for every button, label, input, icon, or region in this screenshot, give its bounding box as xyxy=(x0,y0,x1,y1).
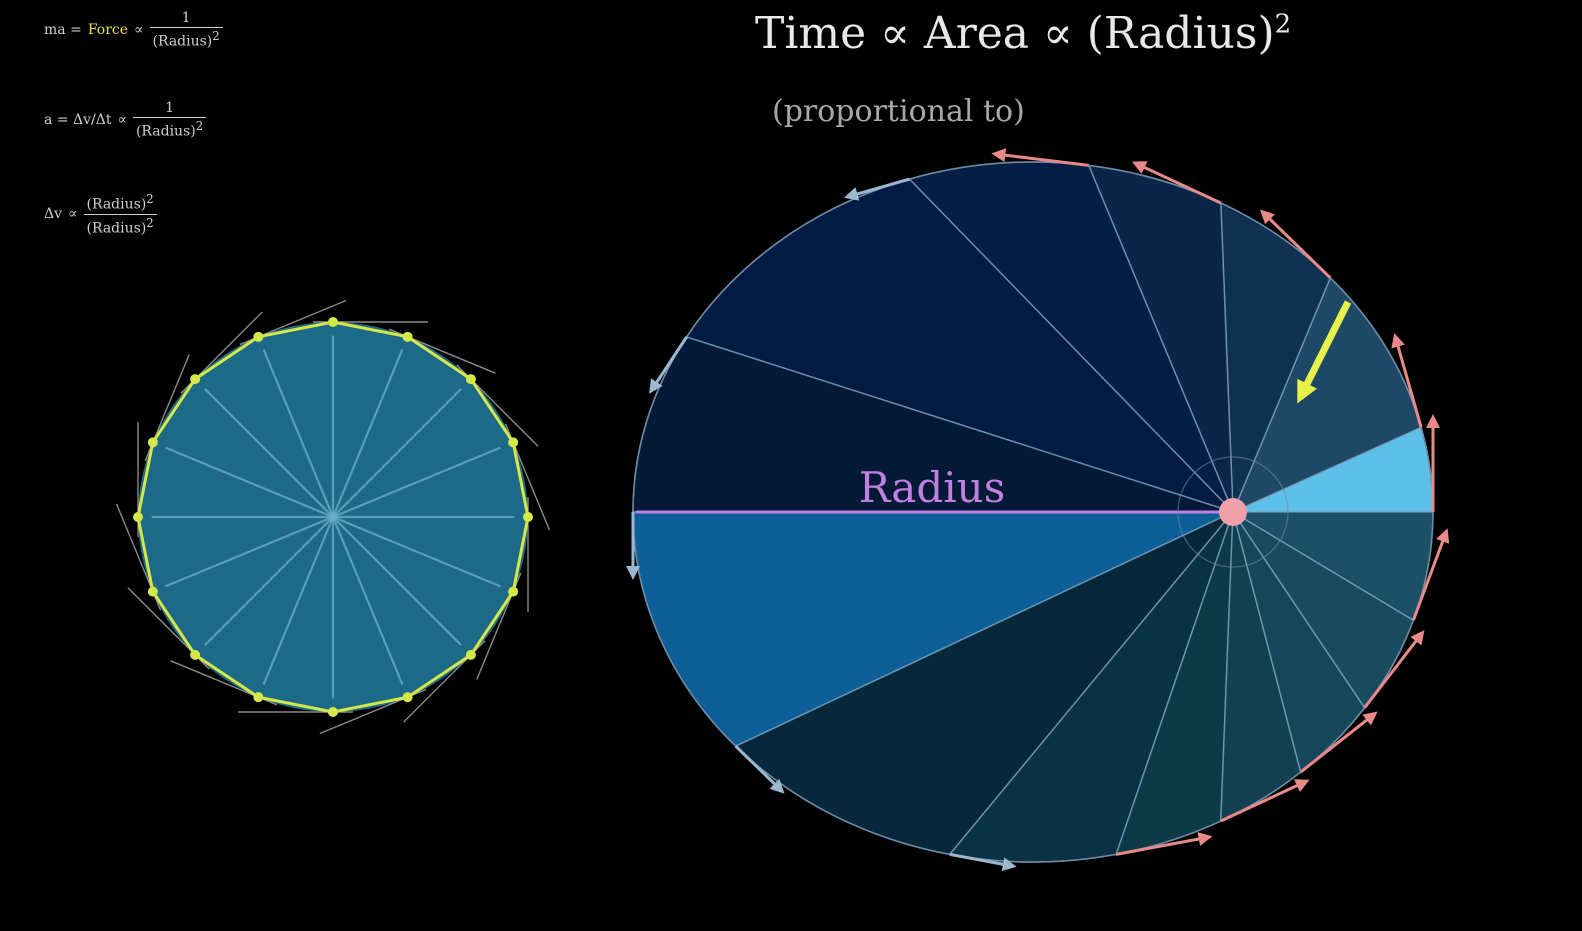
force-arrow-icon xyxy=(1296,300,1352,404)
eq3-den: (Radius)2 xyxy=(83,213,157,237)
eq2-fraction: 1 (Radius)2 xyxy=(132,100,207,140)
polygon-vertex xyxy=(328,317,338,327)
eq3-fraction: (Radius)2 (Radius)2 xyxy=(83,192,157,237)
eq2-den-exp: 2 xyxy=(195,119,204,133)
velocity-vector-icon xyxy=(262,516,335,685)
eq3-rel: ∝ xyxy=(68,206,78,223)
velocity-vector-icon xyxy=(331,349,404,518)
polygon-vertex xyxy=(133,512,143,522)
proportional-annotation: (proportional to) xyxy=(772,94,1025,129)
eq1-force: Force xyxy=(87,21,129,38)
eq3-lhs: Δv xyxy=(44,206,63,223)
orbit-ellipse-group xyxy=(626,148,1450,872)
velocity-vector-icon xyxy=(262,349,335,518)
title-text: Time ∝ Area ∝ (Radius) xyxy=(755,8,1275,59)
polygon-vertex xyxy=(253,331,264,342)
focus-ring xyxy=(1177,456,1289,568)
polygon-vertex xyxy=(147,437,158,448)
equation-3: Δv ∝ (Radius)2 (Radius)2 xyxy=(44,192,157,236)
eq1-den: (Radius)2 xyxy=(149,27,223,50)
eq1-num: 1 xyxy=(181,10,191,26)
polygon-vertex xyxy=(402,692,413,703)
velocity-arrow-icon xyxy=(649,336,688,394)
eq2-rel: ∝ xyxy=(117,111,127,128)
velocity-arrow-icon xyxy=(1299,711,1378,774)
velocity-vector-icon xyxy=(332,446,501,519)
polygon-vertex xyxy=(465,649,476,660)
eq1-rel: ∝ xyxy=(134,21,144,38)
eq2-num: 1 xyxy=(165,100,174,116)
velocity-arrow-icon xyxy=(991,148,1089,167)
velocity-arrow-icon xyxy=(1131,161,1222,205)
polygon-vertex xyxy=(147,586,158,597)
velocity-vector-icon xyxy=(165,515,334,588)
equation-2: a = Δv/Δt ∝ 1 (Radius)2 xyxy=(44,100,207,140)
polygon-vertex xyxy=(328,707,338,717)
velocity-arrow-icon xyxy=(949,852,1017,872)
eq3-den-text: (Radius) xyxy=(86,220,147,237)
velocity-vector-icon xyxy=(203,516,334,647)
eq3-num-text: (Radius) xyxy=(86,196,147,213)
velocity-arrow-icon xyxy=(1115,832,1213,856)
velocity-vector-icon xyxy=(331,516,404,685)
eq1-fraction: 1 (Radius)2 xyxy=(149,10,223,50)
eq3-num: (Radius)2 xyxy=(84,192,157,214)
title-exponent: 2 xyxy=(1274,9,1292,40)
radius-label: Radius xyxy=(859,463,1006,512)
eq1-den-exp: 2 xyxy=(212,29,220,43)
eq2-lhs: a = Δv/Δt xyxy=(44,111,112,128)
velocity-arrow-icon xyxy=(1363,630,1425,709)
velocity-circle-group xyxy=(115,299,551,735)
polygon-vertex xyxy=(508,437,519,448)
velocity-arrow-icon xyxy=(734,745,785,794)
polygon-vertex xyxy=(523,512,533,522)
velocity-vector-icon xyxy=(332,387,463,518)
velocity-arrow-icon xyxy=(1220,779,1310,823)
equation-1: ma = Force ∝ 1 (Radius)2 xyxy=(44,10,223,50)
velocity-arrow-icon xyxy=(843,177,910,201)
polygon-vertex xyxy=(253,692,264,703)
velocity-vector-icon xyxy=(165,446,334,519)
eq2-den-text: (Radius) xyxy=(135,123,196,140)
eq2-den: (Radius)2 xyxy=(132,117,207,140)
eq3-den-exp: 2 xyxy=(146,215,154,230)
velocity-vector-icon xyxy=(332,516,463,647)
velocity-arrow-icon xyxy=(1412,528,1450,621)
velocity-vector-icon xyxy=(332,515,501,588)
eq1-den-text: (Radius) xyxy=(152,33,213,50)
polygon-vertex xyxy=(190,649,201,660)
polygon-vertex xyxy=(465,374,476,385)
eq1-lhs: ma = xyxy=(44,21,82,38)
polygon-vertex xyxy=(508,586,519,597)
polygon-vertex xyxy=(402,331,413,342)
velocity-vector-icon xyxy=(203,387,334,518)
title: Time ∝ Area ∝ (Radius)2 xyxy=(755,8,1291,59)
velocity-arrow-icon xyxy=(1259,209,1332,279)
polygon-vertex xyxy=(190,374,201,385)
eq3-num-exp: 2 xyxy=(146,192,154,206)
focus-point-icon xyxy=(1219,498,1247,526)
velocity-arrow-icon xyxy=(1391,333,1423,428)
